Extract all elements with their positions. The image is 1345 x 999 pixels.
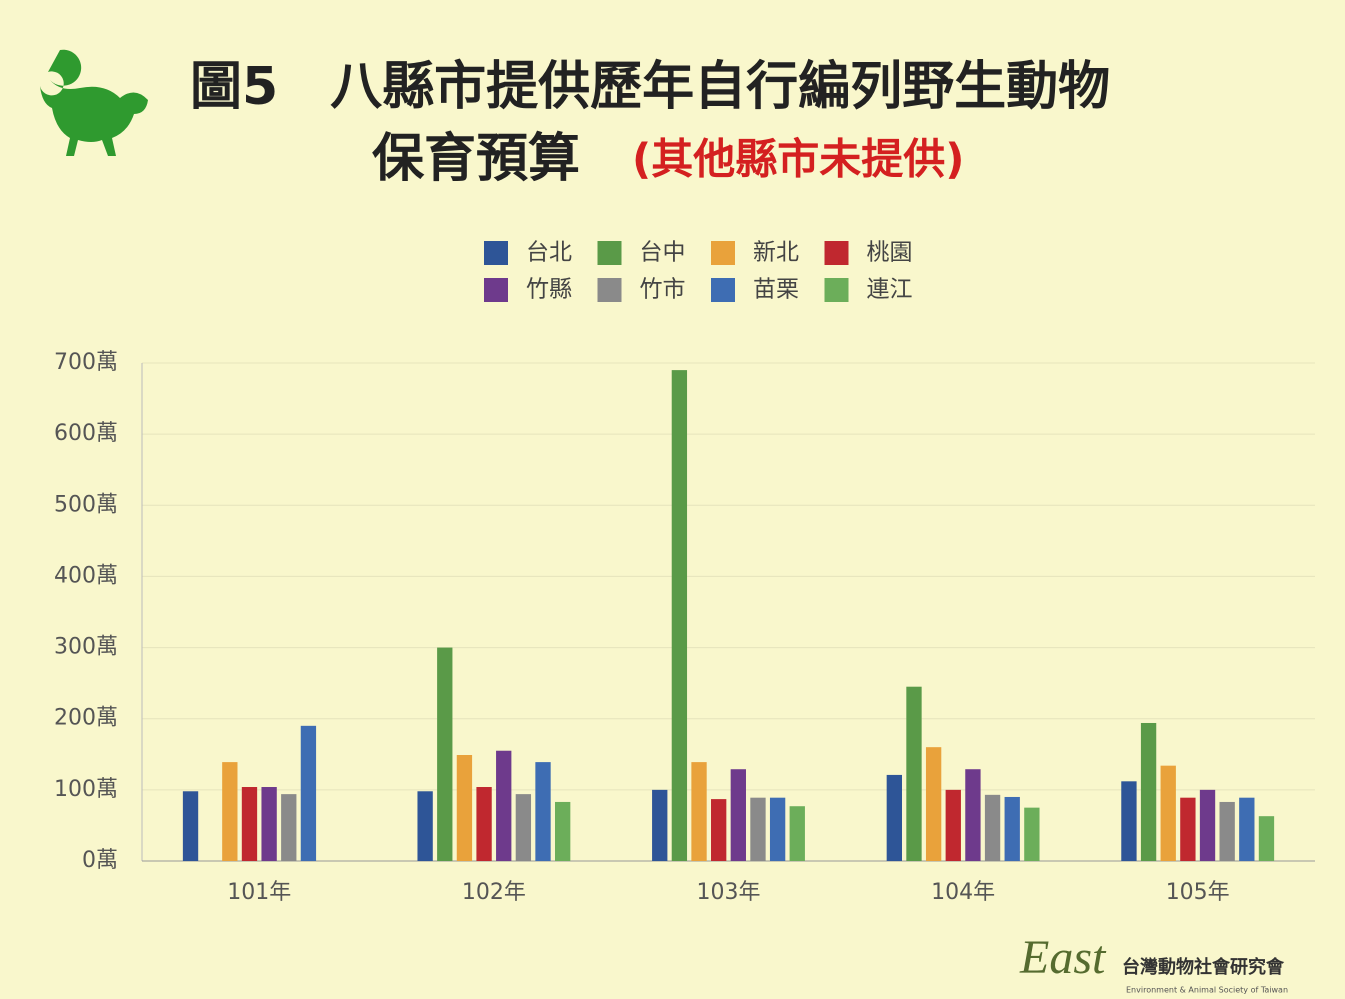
y-tick-label: 600萬 (54, 421, 118, 446)
bar (261, 787, 277, 861)
bar (417, 791, 433, 861)
legend-swatch (484, 278, 508, 302)
bar (456, 754, 473, 861)
bar (476, 787, 492, 861)
bar (1258, 816, 1275, 861)
y-tick-label: 100萬 (54, 777, 118, 802)
legend-swatch (711, 241, 735, 265)
bar (1180, 797, 1196, 861)
bar (984, 794, 1001, 861)
x-tick-label: 104年 (931, 880, 995, 905)
y-tick-label: 200萬 (54, 706, 118, 731)
bar (750, 797, 766, 861)
legend-swatch (824, 278, 849, 302)
legend-label: 竹市 (640, 277, 686, 303)
bar (300, 725, 317, 861)
bar (945, 789, 961, 861)
bar (769, 797, 786, 861)
y-tick-label: 300萬 (54, 635, 118, 660)
bar (691, 762, 707, 861)
bar (730, 769, 746, 861)
legend-label: 連江 (867, 277, 913, 303)
legend-label: 新北 (753, 240, 799, 266)
bar (1219, 801, 1235, 861)
bar (1121, 781, 1137, 861)
bar (886, 774, 902, 861)
y-tick-label: 400萬 (54, 563, 118, 588)
bar (1160, 765, 1176, 861)
bar (925, 747, 942, 861)
bar (1239, 797, 1255, 861)
legend-swatch (597, 278, 622, 302)
logo: East 台灣動物社會研究會 Environment & Animal Soci… (1019, 931, 1288, 994)
bar (515, 794, 532, 861)
bar (1199, 789, 1216, 861)
legend-label: 台中 (640, 240, 686, 266)
bar (1140, 722, 1157, 861)
bar (1004, 796, 1020, 861)
legend-label: 台北 (526, 240, 572, 266)
logo-english: Environment & Animal Society of Taiwan (1126, 986, 1288, 995)
logo-name: 台灣動物社會研究會 (1122, 956, 1285, 978)
bar (222, 762, 238, 861)
bar (555, 801, 571, 861)
bar (182, 791, 199, 861)
legend-swatch (484, 241, 508, 265)
monkey-icon (40, 49, 148, 156)
bar (789, 806, 805, 861)
bar (535, 762, 551, 861)
bar (671, 370, 688, 861)
bar (437, 647, 453, 861)
y-tick-label: 0萬 (82, 848, 118, 873)
legend-label: 苗栗 (753, 277, 799, 303)
legend-label: 桃園 (867, 240, 913, 266)
x-tick-label: 102年 (462, 880, 526, 905)
bar (906, 686, 922, 861)
legend-swatch (597, 241, 622, 265)
chart-title: 保育預算 (372, 129, 580, 189)
y-tick-label: 500萬 (54, 492, 118, 517)
bar (281, 794, 297, 861)
chart-subtitle: (其他縣市未提供) (632, 135, 964, 184)
logo-mark: East (1019, 931, 1107, 984)
y-tick-label: 700萬 (54, 350, 118, 375)
x-tick-label: 105年 (1166, 880, 1230, 905)
bar (1024, 807, 1040, 861)
x-tick-label: 101年 (227, 880, 291, 905)
bar (496, 750, 512, 861)
bar (241, 787, 258, 861)
bar (965, 769, 981, 861)
legend-swatch (824, 241, 849, 265)
legend-label: 竹縣 (526, 277, 572, 303)
bar (711, 799, 727, 861)
x-tick-label: 103年 (697, 880, 761, 905)
legend-swatch (711, 278, 735, 302)
chart-title: 圖5 八縣市提供歷年自行編列野生動物 (190, 57, 1110, 117)
bar (652, 789, 668, 861)
